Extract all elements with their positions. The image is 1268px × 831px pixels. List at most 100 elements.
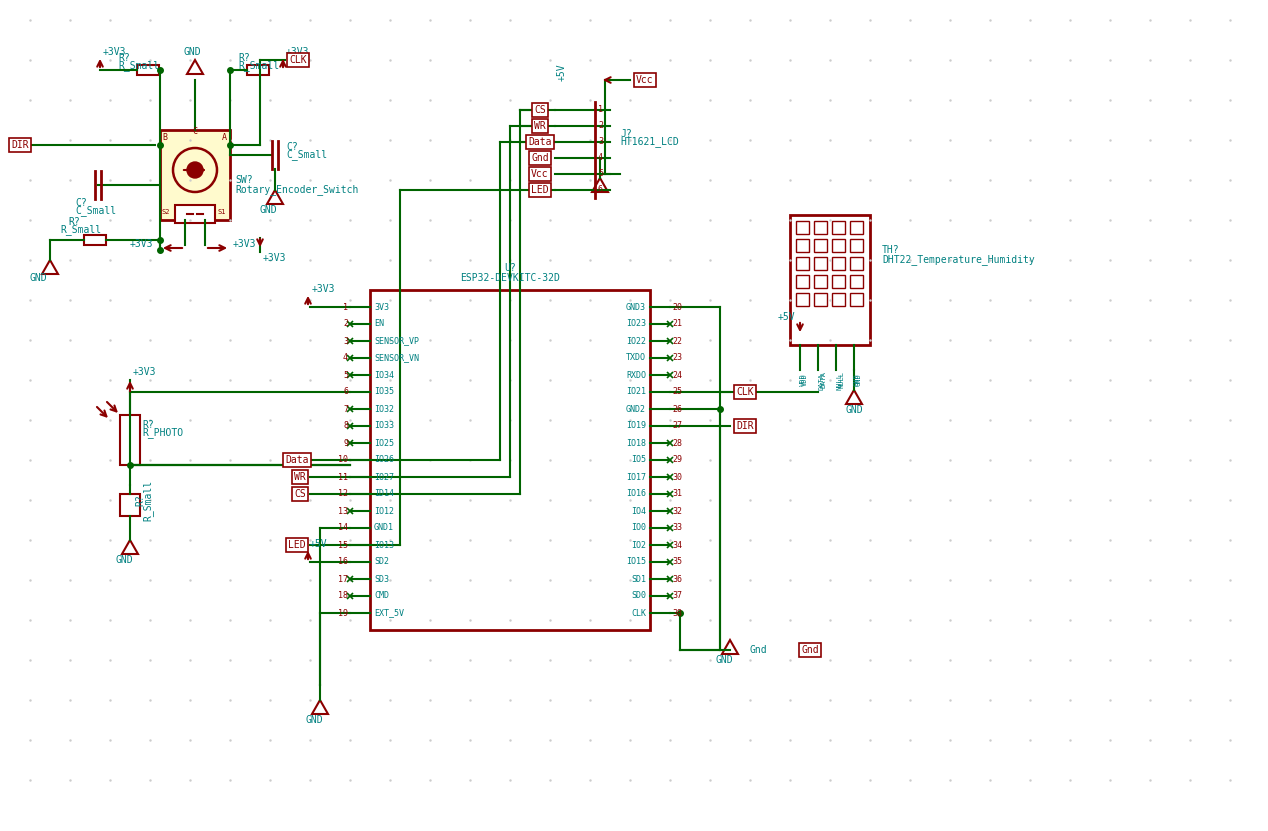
Text: GND: GND <box>715 655 733 665</box>
Text: R?: R? <box>134 494 145 506</box>
Text: IO25: IO25 <box>374 439 394 448</box>
Text: IO19: IO19 <box>626 421 645 430</box>
Text: +5V: +5V <box>309 539 327 549</box>
Text: S2: S2 <box>162 209 170 215</box>
Text: +3V3: +3V3 <box>233 239 256 249</box>
Text: GND: GND <box>846 405 864 415</box>
Bar <box>814 257 827 270</box>
Text: GND2: GND2 <box>626 405 645 414</box>
Text: IO35: IO35 <box>374 387 394 396</box>
Text: IO12: IO12 <box>374 507 394 515</box>
Text: 24: 24 <box>672 371 682 380</box>
Text: WR: WR <box>534 121 547 131</box>
Text: R?: R? <box>68 217 80 227</box>
Bar <box>175 205 216 223</box>
Text: SW?: SW? <box>235 175 252 185</box>
Text: U?: U? <box>505 263 516 273</box>
Text: CMD: CMD <box>374 592 389 601</box>
Text: 34: 34 <box>672 540 682 549</box>
Text: GND3: GND3 <box>626 302 645 312</box>
Text: 3V3: 3V3 <box>374 302 389 312</box>
Text: Gnd: Gnd <box>749 645 767 655</box>
Text: EN: EN <box>374 319 384 328</box>
Bar <box>137 65 158 75</box>
Text: GND: GND <box>183 47 200 57</box>
Text: DATA: DATA <box>818 373 824 390</box>
Text: 11: 11 <box>339 473 347 481</box>
Text: CLK: CLK <box>631 608 645 617</box>
Text: ESP32-DEVKITC-32D: ESP32-DEVKITC-32D <box>460 273 560 283</box>
Text: IO17: IO17 <box>626 473 645 481</box>
Text: 25: 25 <box>672 387 682 396</box>
Text: TXDO: TXDO <box>626 353 645 362</box>
Text: C?: C? <box>75 198 86 208</box>
Text: 4: 4 <box>598 154 604 163</box>
Text: 37: 37 <box>672 592 682 601</box>
Text: 10: 10 <box>339 455 347 465</box>
Text: S1: S1 <box>218 209 227 215</box>
Text: R_PHOTO: R_PHOTO <box>142 427 183 439</box>
Bar <box>832 275 844 288</box>
Text: R_Small: R_Small <box>142 479 153 520</box>
Text: 3: 3 <box>344 337 347 346</box>
Text: LED: LED <box>531 185 549 195</box>
Text: CLK: CLK <box>737 387 753 397</box>
Bar <box>832 221 844 234</box>
Text: R?: R? <box>118 53 129 63</box>
Bar <box>796 221 809 234</box>
Text: 18: 18 <box>339 592 347 601</box>
Text: +3V3: +3V3 <box>262 253 287 263</box>
Text: 22: 22 <box>672 337 682 346</box>
Text: 7: 7 <box>344 405 347 414</box>
Text: GND: GND <box>306 715 322 725</box>
Text: 32: 32 <box>672 507 682 515</box>
Bar <box>247 65 269 75</box>
Text: 30: 30 <box>672 473 682 481</box>
Text: CLK: CLK <box>289 55 307 65</box>
Text: NULL: NULL <box>838 371 844 389</box>
Bar <box>814 293 827 306</box>
Text: SD3: SD3 <box>374 574 389 583</box>
Text: IO4: IO4 <box>631 507 645 515</box>
Text: 6: 6 <box>344 387 347 396</box>
Bar <box>814 239 827 252</box>
Text: IO32: IO32 <box>374 405 394 414</box>
Bar <box>796 239 809 252</box>
Text: 2: 2 <box>598 121 604 130</box>
Text: IO0: IO0 <box>631 524 645 533</box>
Text: IO2: IO2 <box>631 540 645 549</box>
Text: 14: 14 <box>339 524 347 533</box>
Text: 5: 5 <box>344 371 347 380</box>
Text: R_Small: R_Small <box>60 224 101 235</box>
Text: 16: 16 <box>339 558 347 567</box>
Text: Vcc: Vcc <box>637 75 654 85</box>
Text: SD0: SD0 <box>631 592 645 601</box>
Text: DHT22_Temperature_Humidity: DHT22_Temperature_Humidity <box>883 254 1035 265</box>
Text: +3V3: +3V3 <box>312 284 336 294</box>
Bar <box>796 257 809 270</box>
Text: 31: 31 <box>672 489 682 499</box>
Bar <box>814 221 827 234</box>
Text: Data: Data <box>529 137 552 147</box>
Bar <box>832 257 844 270</box>
Text: GND: GND <box>260 205 278 215</box>
Text: C_Small: C_Small <box>287 150 327 160</box>
Text: IO18: IO18 <box>626 439 645 448</box>
Bar <box>790 215 870 345</box>
Text: +3V3: +3V3 <box>131 239 153 249</box>
Text: DATA: DATA <box>820 371 825 389</box>
Bar <box>370 290 650 630</box>
Bar <box>796 275 809 288</box>
Text: EXT_5V: EXT_5V <box>374 608 404 617</box>
Text: 27: 27 <box>672 421 682 430</box>
Text: LED: LED <box>288 540 306 550</box>
Text: 1: 1 <box>344 302 347 312</box>
Text: SENSOR_VP: SENSOR_VP <box>374 337 418 346</box>
Text: IO5: IO5 <box>631 455 645 465</box>
Text: B: B <box>162 134 167 142</box>
Circle shape <box>186 162 203 178</box>
Text: +5V: +5V <box>557 63 567 81</box>
Bar <box>850 221 864 234</box>
Text: 1: 1 <box>598 106 604 115</box>
Text: IO23: IO23 <box>626 319 645 328</box>
